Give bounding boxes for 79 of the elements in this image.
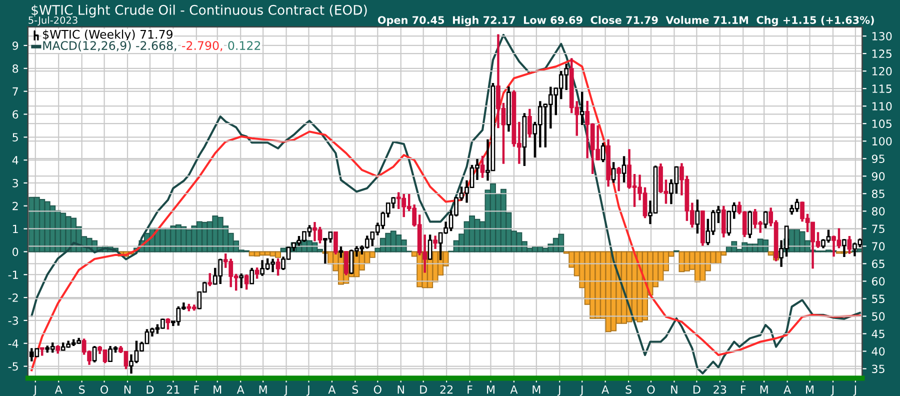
- y2-tick-label: 120: [872, 67, 892, 76]
- x-tick-label: A: [236, 385, 244, 394]
- x-tick-label: J: [306, 385, 310, 396]
- y2-tick-label: 45: [872, 330, 884, 338]
- y2-tick-label: 85: [872, 190, 884, 198]
- x-tick-label: J: [853, 385, 856, 396]
- x-tick-label: F: [468, 385, 472, 394]
- x-tick-label: D: [146, 385, 154, 394]
- text: Open 70.45 High 72.17 Low 69.69 Close 71.79 Volume 71.1M Chg +1.15 (+1.63%): [378, 16, 874, 26]
- y2-tick-label: 70: [872, 242, 885, 251]
- y2-tick-label: 75: [872, 224, 884, 234]
- x-tick-label: O: [647, 385, 655, 394]
- y2-tick-label: 40: [872, 347, 885, 356]
- x-tick-label: A: [602, 385, 610, 394]
- y-tick-label: 9: [12, 41, 18, 50]
- legend-label: MACD(12,26,9) -2.668,: [43, 40, 176, 52]
- x-tick-label: J: [580, 385, 583, 396]
- x-tick-label: S: [352, 385, 358, 394]
- chart-title: $WTIC Light Crude Oil - Continuous Contract (EOD): [32, 4, 367, 18]
- y-tick-label: 8: [12, 64, 18, 73]
- x-tick-label: F: [194, 385, 199, 394]
- y2-tick-label: 105: [872, 120, 892, 128]
- x-tick-label: N: [398, 385, 404, 394]
- x-tick-label: M: [532, 385, 540, 394]
- x-tick-label: J: [557, 385, 560, 396]
- y2-tick-label: 80: [872, 207, 885, 216]
- y-tick-label: 6: [12, 110, 18, 119]
- y-tick-label: -2: [8, 294, 18, 302]
- x-tick-label: 22: [440, 385, 453, 394]
- y2-tick-label: 60: [872, 277, 885, 286]
- x-tick-label: M: [760, 385, 768, 394]
- x-tick-label: O: [100, 385, 108, 394]
- x-tick-label: J: [830, 385, 834, 396]
- y-tick-label: -3: [8, 316, 18, 325]
- y2-tick-label: 65: [872, 260, 884, 268]
- x-tick-label: F: [741, 385, 746, 394]
- y2-tick-label: 115: [872, 84, 892, 93]
- y2-tick-label: 95: [872, 154, 884, 163]
- y-tick-label: 0: [12, 248, 18, 256]
- chart-subtitle: 5-Jul-2023: [28, 16, 78, 26]
- text: 0.122: [228, 41, 260, 50]
- y2-tick-label: 35: [872, 364, 884, 374]
- y-tick-label: 5: [12, 133, 18, 142]
- x-tick-label: D: [694, 385, 700, 394]
- text: -2.790,: [182, 41, 222, 52]
- x-tick-label: S: [79, 385, 85, 394]
- x-tick-label: M: [487, 385, 494, 394]
- y-tick-label: -5: [8, 362, 18, 371]
- x-tick-label: J: [284, 385, 287, 396]
- y-tick-label: 3: [12, 178, 18, 188]
- y-tick-label: 1: [13, 224, 18, 234]
- legend-label: $WTIC (Weekly) 71.79: [43, 30, 172, 42]
- x-tick-label: O: [374, 385, 382, 394]
- y2-tick-label: 125: [872, 50, 892, 58]
- y-tick-label: 2: [12, 202, 18, 210]
- y2-tick-label: 90: [872, 172, 885, 180]
- x-tick-label: N: [124, 385, 131, 394]
- x-tick-label: S: [626, 385, 632, 394]
- y-tick-label: 7: [12, 87, 18, 96]
- x-tick-label: M: [259, 385, 267, 394]
- x-tick-label: D: [420, 385, 427, 394]
- x-tick-label: A: [54, 385, 62, 394]
- x-tick-label: M: [806, 385, 814, 394]
- x-tick-label: M: [214, 385, 222, 394]
- y-tick-label: -1: [8, 270, 18, 279]
- x-tick-label: A: [510, 385, 518, 394]
- y-tick-label: 4: [12, 156, 18, 164]
- y2-tick-label: 50: [872, 312, 885, 321]
- x-tick-label: 21: [166, 385, 180, 394]
- x-tick-label: A: [328, 385, 336, 394]
- y2-tick-label: 110: [872, 102, 892, 110]
- x-tick-label: A: [784, 385, 792, 394]
- y2-tick-label: 130: [872, 32, 892, 40]
- y2-tick-label: 100: [872, 137, 892, 146]
- y-tick-label: -4: [8, 339, 18, 348]
- x-tick-label: J: [33, 385, 36, 396]
- x-tick-label: 23: [714, 385, 726, 394]
- x-tick-label: N: [671, 385, 678, 394]
- y2-tick-label: 55: [872, 294, 884, 304]
